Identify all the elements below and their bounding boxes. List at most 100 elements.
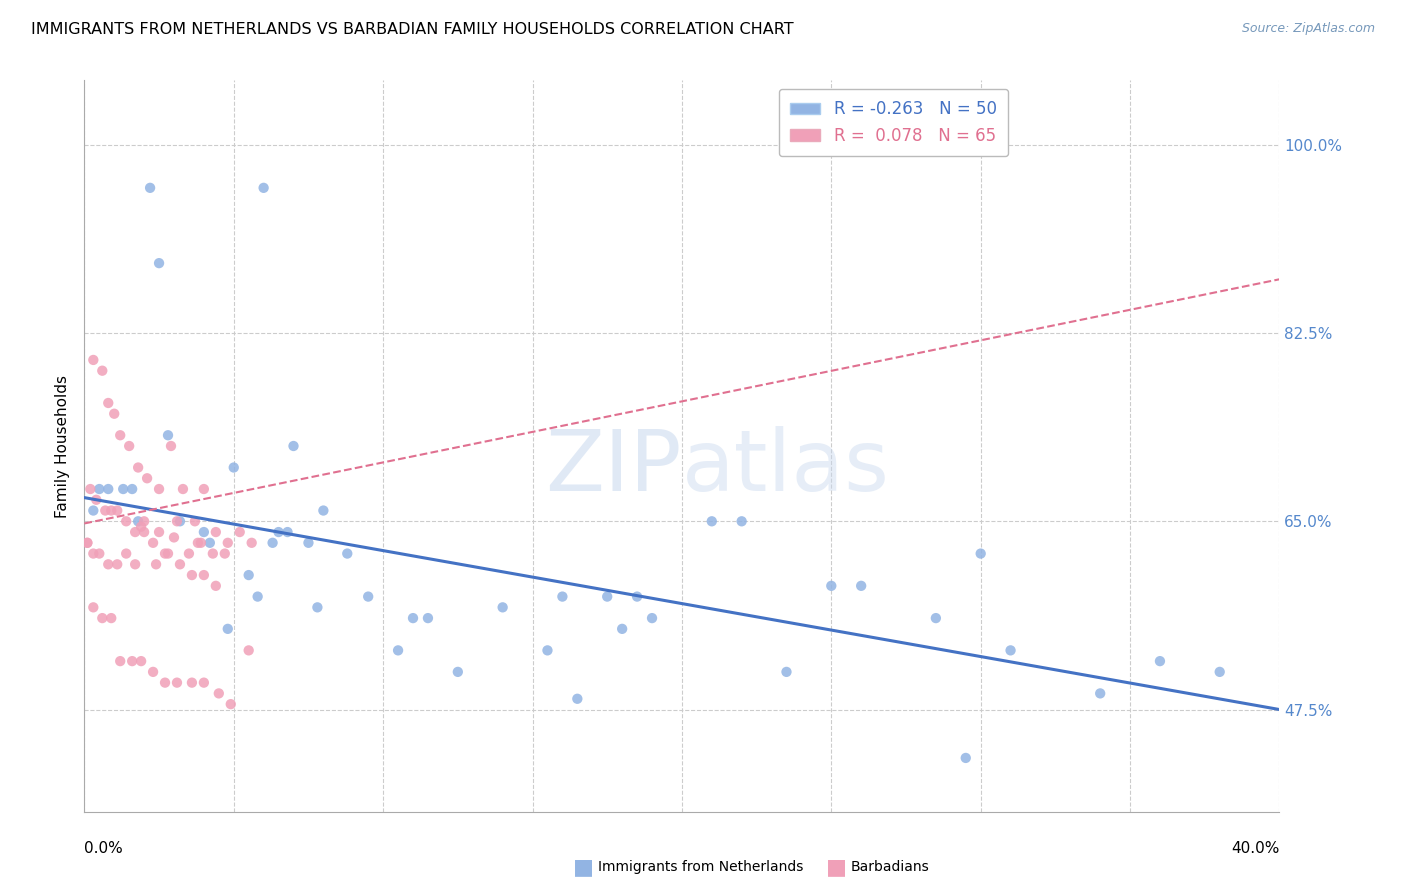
Point [166, 514, 188, 528]
Point [700, 514, 723, 528]
Point [118, 439, 141, 453]
Point [217, 536, 239, 550]
Text: ■: ■ [574, 857, 593, 877]
Point [198, 536, 221, 550]
Point [447, 665, 470, 679]
Point [121, 654, 143, 668]
Point [416, 611, 439, 625]
Point [148, 482, 170, 496]
Point [115, 547, 138, 561]
Point [129, 519, 152, 533]
Point [262, 536, 284, 550]
Point [201, 547, 224, 561]
Point [89, 547, 111, 561]
Point [153, 675, 176, 690]
Point [129, 654, 152, 668]
Point [955, 751, 977, 765]
Point [124, 558, 146, 572]
Point [193, 568, 215, 582]
Point [820, 579, 842, 593]
Point [97, 396, 120, 410]
Point [181, 568, 204, 582]
Point [641, 611, 664, 625]
Point [177, 547, 200, 561]
Text: 40.0%: 40.0% [1232, 841, 1279, 856]
Point [925, 611, 948, 625]
Point [222, 460, 245, 475]
Text: IMMIGRANTS FROM NETHERLANDS VS BARBADIAN FAMILY HOUSEHOLDS CORRELATION CHART: IMMIGRANTS FROM NETHERLANDS VS BARBADIAN… [31, 22, 793, 37]
Point [193, 482, 215, 496]
Point [82, 600, 104, 615]
Point [551, 590, 574, 604]
Point [1000, 643, 1022, 657]
Point [219, 697, 242, 711]
Text: Barbadians: Barbadians [851, 860, 929, 874]
Point [208, 686, 231, 700]
Point [228, 524, 252, 539]
Point [100, 611, 122, 625]
Text: Immigrants from Netherlands: Immigrants from Netherlands [598, 860, 803, 874]
Point [193, 675, 215, 690]
Point [100, 503, 122, 517]
Y-axis label: Family Households: Family Households [55, 375, 70, 517]
Point [357, 590, 380, 604]
Point [79, 482, 101, 496]
Point [127, 460, 149, 475]
Point [82, 353, 104, 368]
Point [1090, 686, 1112, 700]
Point [181, 675, 204, 690]
Point [91, 611, 114, 625]
Point [312, 503, 335, 517]
Point [157, 428, 180, 442]
Point [190, 536, 212, 550]
Point [103, 407, 125, 421]
Point [86, 492, 108, 507]
Point [536, 643, 558, 657]
Point [402, 611, 425, 625]
Point [132, 524, 156, 539]
Point [132, 514, 156, 528]
Point [851, 579, 873, 593]
Point [148, 256, 170, 270]
Point [169, 558, 191, 572]
Point [184, 514, 207, 528]
Point [145, 558, 167, 572]
Point [110, 428, 132, 442]
Point [76, 536, 98, 550]
Point [267, 524, 290, 539]
Point [240, 536, 263, 550]
Text: 0.0%: 0.0% [84, 841, 124, 856]
Point [1209, 665, 1232, 679]
Point [626, 590, 648, 604]
Point [136, 471, 159, 485]
Point [283, 439, 305, 453]
Point [246, 590, 269, 604]
Point [567, 691, 589, 706]
Point [115, 514, 138, 528]
Point [127, 514, 149, 528]
Text: ZIP: ZIP [546, 426, 682, 509]
Point [187, 536, 209, 550]
Point [277, 524, 299, 539]
Legend: R = -0.263   N = 50, R =  0.078   N = 65: R = -0.263 N = 50, R = 0.078 N = 65 [779, 88, 1008, 156]
Point [166, 675, 188, 690]
Point [163, 530, 186, 544]
Point [105, 503, 128, 517]
Point [105, 558, 128, 572]
Point [169, 514, 191, 528]
Point [205, 579, 228, 593]
Point [110, 654, 132, 668]
Point [193, 524, 215, 539]
Point [97, 558, 120, 572]
Point [214, 547, 236, 561]
Point [112, 482, 135, 496]
Point [91, 364, 114, 378]
Point [142, 665, 165, 679]
Point [297, 536, 319, 550]
Point [612, 622, 634, 636]
Text: ■: ■ [827, 857, 846, 877]
Point [97, 482, 120, 496]
Point [970, 547, 993, 561]
Point [387, 643, 409, 657]
Point [205, 524, 228, 539]
